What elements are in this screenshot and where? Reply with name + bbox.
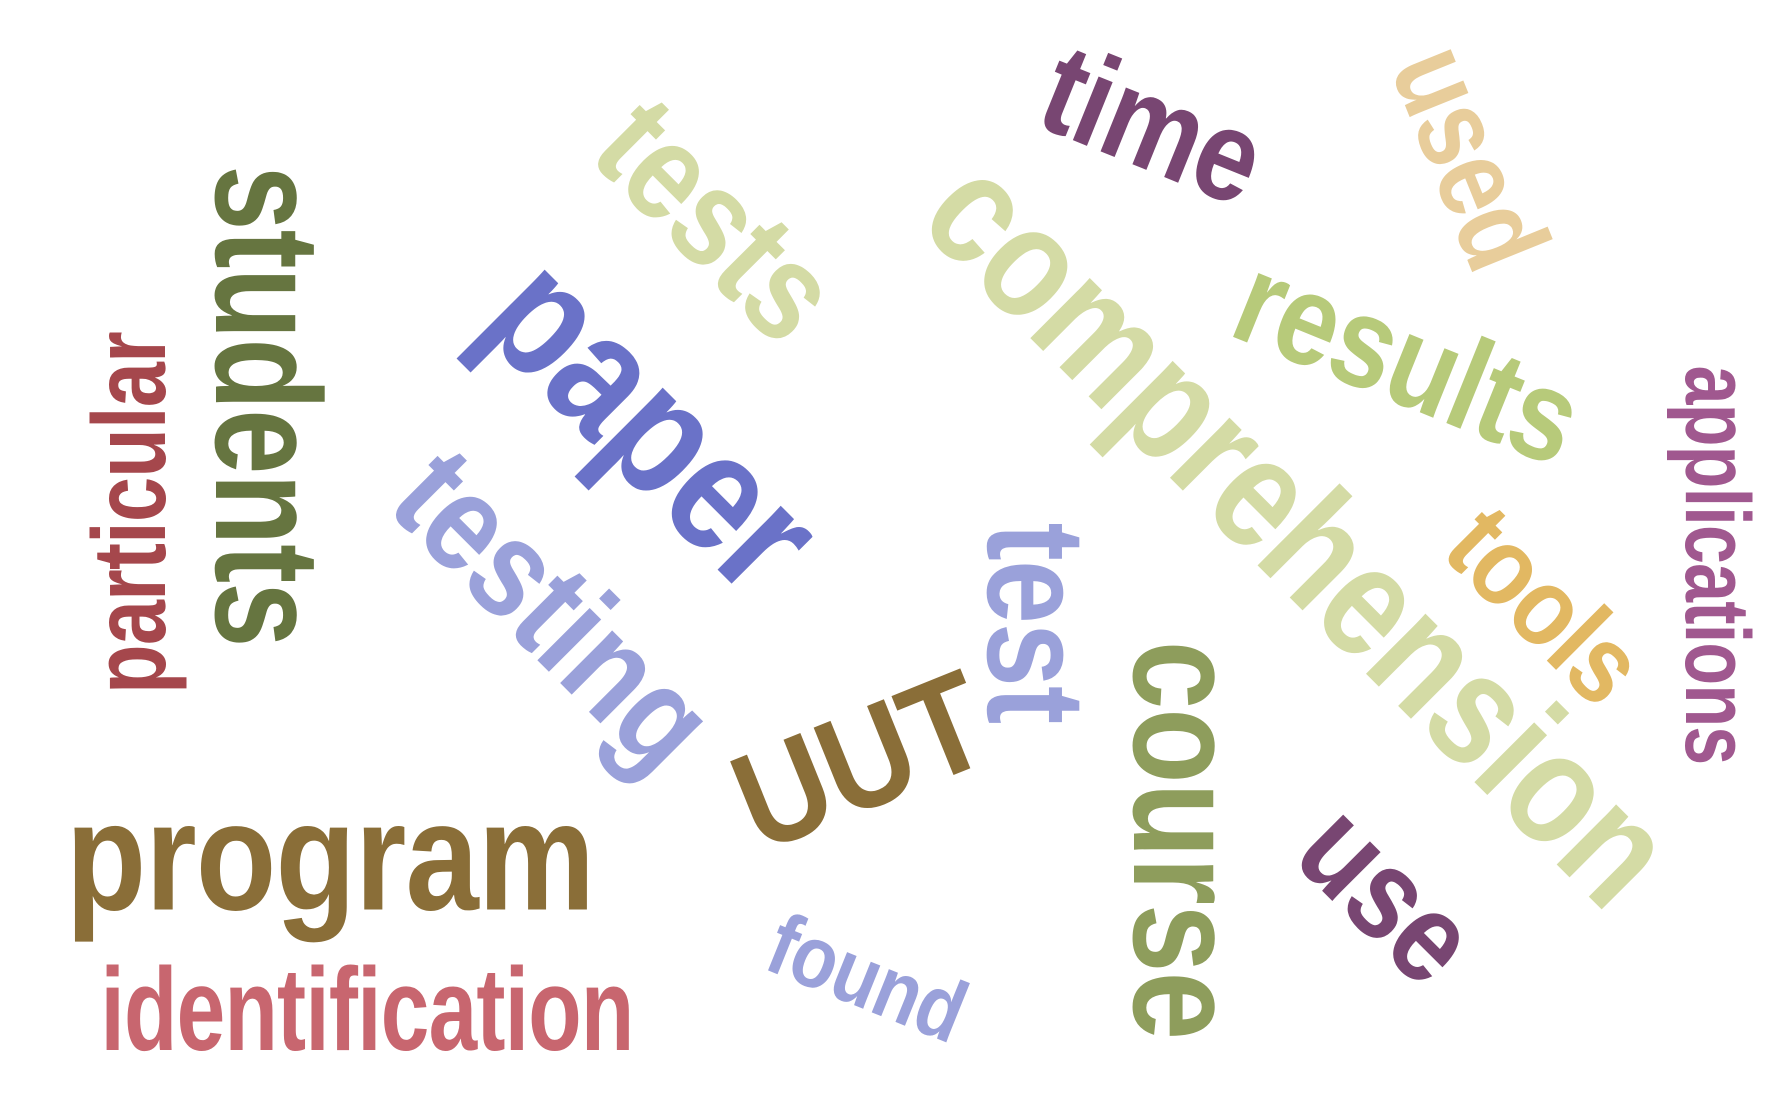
word-used: used xyxy=(1365,26,1575,288)
word-course: course xyxy=(1102,640,1270,1040)
word-students: students xyxy=(184,165,352,647)
word-program: program xyxy=(65,769,595,943)
word-identification: identification xyxy=(100,944,635,1076)
word-test: test xyxy=(958,522,1115,724)
word-particular: particular xyxy=(72,332,188,694)
word-applications: applications xyxy=(1666,365,1768,765)
word-found: found xyxy=(754,893,981,1062)
